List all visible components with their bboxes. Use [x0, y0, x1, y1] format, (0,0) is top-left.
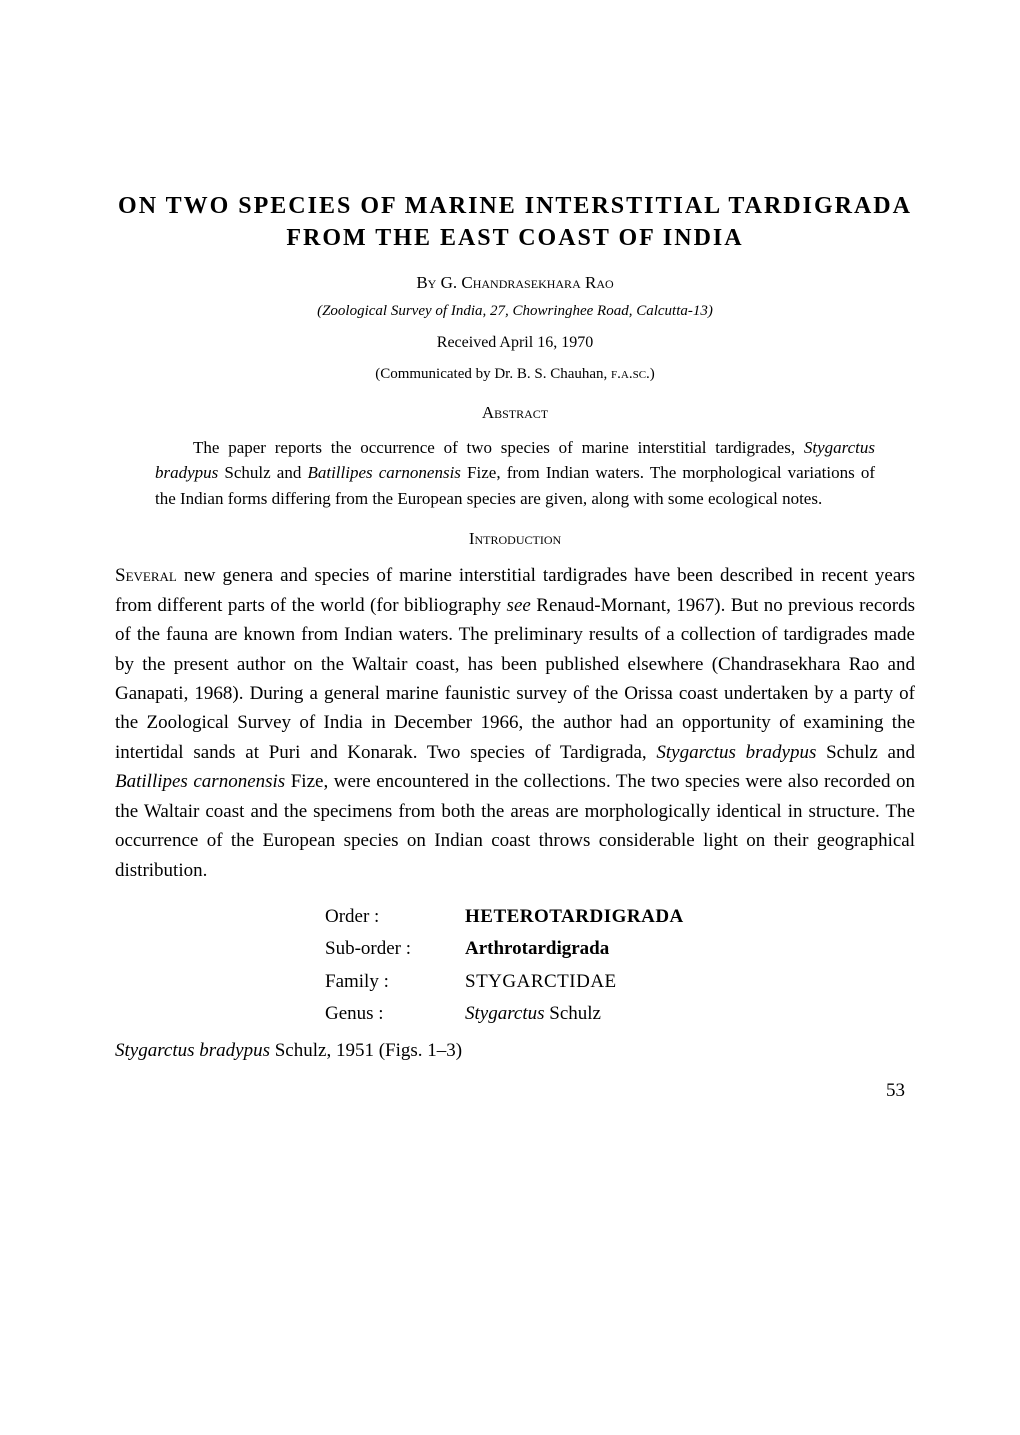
by-text: By	[416, 273, 436, 292]
received-date: Received April 16, 1970	[115, 334, 915, 352]
taxonomy-genus-row: Genus : Stygarctus Schulz	[325, 998, 915, 1030]
taxonomy-block: Order : HETEROTARDIGRADA Sub-order : Art…	[325, 901, 915, 1030]
intro-see: see	[507, 595, 531, 616]
taxonomy-suborder-label: Sub-order :	[325, 933, 465, 965]
taxonomy-family-row: Family : STYGARCTIDAE	[325, 966, 915, 998]
species-rest: Schulz, 1951 (Figs. 1–3)	[270, 1040, 462, 1061]
paper-title: ON TWO SPECIES OF MARINE INTERSTITIAL TA…	[115, 190, 915, 255]
page-number: 53	[115, 1080, 915, 1102]
taxonomy-order-row: Order : HETEROTARDIGRADA	[325, 901, 915, 933]
paper-page: ON TWO SPECIES OF MARINE INTERSTITIAL TA…	[0, 0, 1020, 1152]
taxonomy-family-value: STYGARCTIDAE	[465, 966, 915, 998]
introduction-body: Several new genera and species of marine…	[115, 561, 915, 885]
intro-part-3: Schulz and	[816, 742, 915, 763]
taxonomy-suborder-row: Sub-order : Arthrotardigrada	[325, 933, 915, 965]
taxonomy-genus-value: Stygarctus Schulz	[465, 998, 915, 1030]
communicated-suffix: )	[650, 366, 655, 382]
abstract-text-1: The paper reports the occurrence of two …	[193, 438, 804, 457]
abstract-text-2: Schulz and	[218, 463, 307, 482]
taxonomy-genus-label: Genus :	[325, 998, 465, 1030]
intro-part-2: Renaud-Mornant, 1967). But no previous r…	[115, 595, 915, 763]
abstract-body: The paper reports the occurrence of two …	[155, 435, 875, 512]
taxonomy-order-label: Order :	[325, 901, 465, 933]
communicated-line: (Communicated by Dr. B. S. Chauhan, f.a.…	[115, 366, 915, 383]
taxonomy-order-value: HETEROTARDIGRADA	[465, 901, 915, 933]
genus-name: Stygarctus	[465, 1003, 545, 1024]
taxonomy-suborder-value: Arthrotardigrada	[465, 933, 915, 965]
species-line: Stygarctus bradypus Schulz, 1951 (Figs. …	[115, 1040, 915, 1062]
byline: By G. Chandrasekhara Rao	[115, 273, 915, 293]
communicated-prefix: (Communicated by Dr. B. S. Chauhan,	[375, 366, 611, 382]
introduction-heading: Introduction	[115, 529, 915, 549]
intro-species-2: Batillipes carnonensis	[115, 771, 285, 792]
genus-auth: Schulz	[545, 1003, 601, 1024]
intro-species-1: Stygarctus bradypus	[656, 742, 816, 763]
taxonomy-family-label: Family :	[325, 966, 465, 998]
intro-first-word: Several	[115, 565, 177, 586]
communicated-honorific: f.a.sc.	[611, 366, 650, 382]
abstract-heading: Abstract	[115, 403, 915, 423]
affiliation: (Zoological Survey of India, 27, Chowrin…	[115, 303, 915, 320]
species-binomial: Stygarctus bradypus	[115, 1040, 270, 1061]
abstract-species-2: Batillipes carnonensis	[307, 463, 460, 482]
author-name: G. Chandrasekhara Rao	[441, 273, 614, 292]
